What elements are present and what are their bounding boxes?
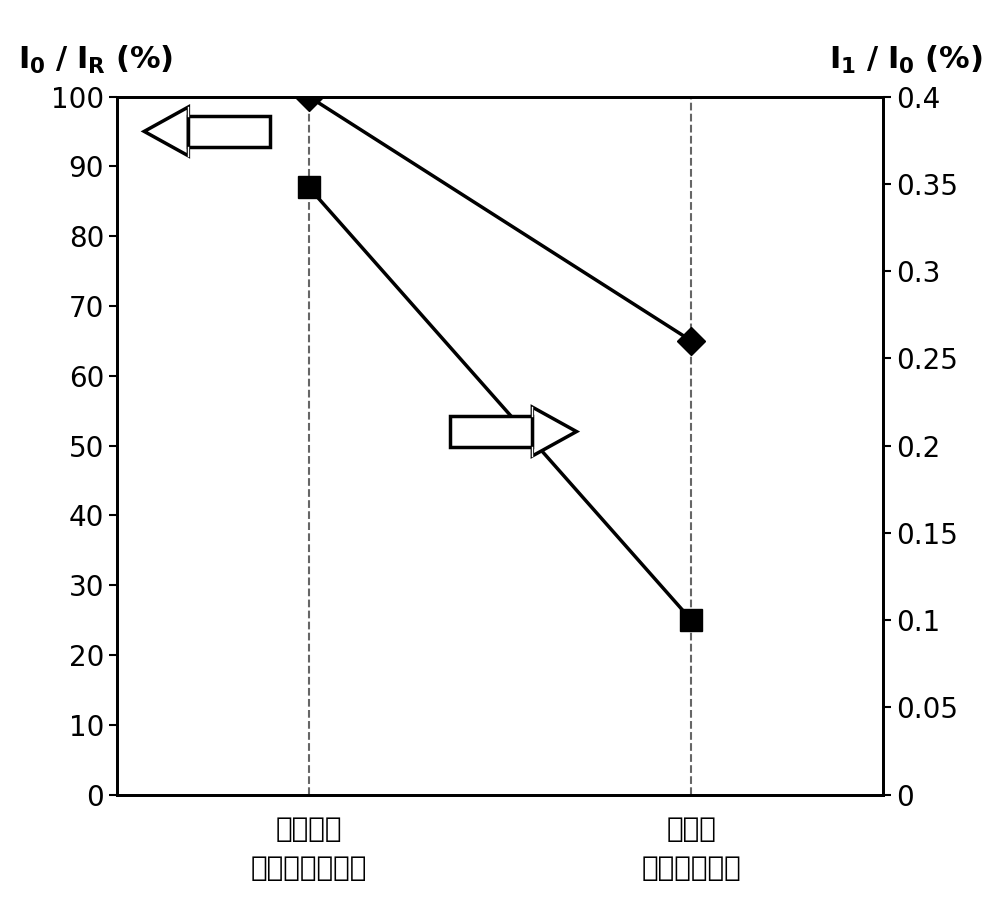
Polygon shape bbox=[532, 407, 577, 456]
Polygon shape bbox=[144, 107, 188, 156]
Polygon shape bbox=[450, 416, 532, 447]
Text: $\mathbf{I_0}$$\mathbf{\ /\ I_R}$$\mathbf{\ (\%)}$: $\mathbf{I_0}$$\mathbf{\ /\ I_R}$$\mathb… bbox=[18, 43, 173, 76]
Text: $\mathbf{I_1}$$\mathbf{\ /\ I_0}$$\mathbf{\ (\%)}$: $\mathbf{I_1}$$\mathbf{\ /\ I_0}$$\mathb… bbox=[829, 43, 982, 76]
Polygon shape bbox=[188, 116, 270, 147]
